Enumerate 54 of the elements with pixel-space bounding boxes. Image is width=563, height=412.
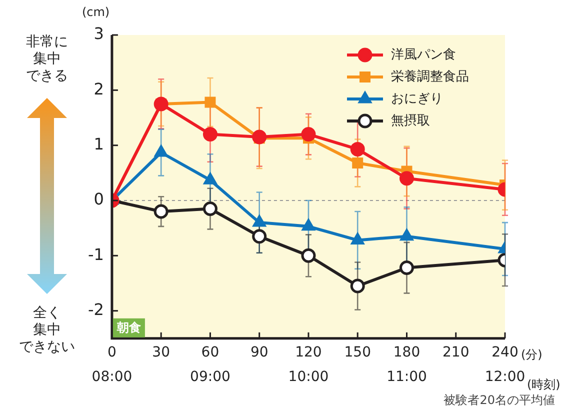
- legend-label: 洋風パン食: [391, 47, 456, 62]
- point: [204, 96, 216, 108]
- legend-label: おにぎり: [391, 91, 443, 106]
- x-tick-label: 210: [442, 344, 470, 360]
- point: [301, 127, 316, 142]
- y-tick-label: 1: [94, 134, 104, 154]
- point: [350, 278, 365, 294]
- x2-axis-title: (時刻): [527, 378, 560, 392]
- point: [252, 130, 267, 144]
- point: [352, 157, 364, 168]
- x-tick-label: 0: [107, 344, 116, 360]
- x2-tick-label: 09:00: [190, 369, 230, 386]
- annotation: 朝食: [116, 320, 141, 335]
- x-tick-label: 240: [492, 344, 518, 360]
- text: 集中: [32, 51, 62, 68]
- x-tick-label: 90: [250, 344, 268, 360]
- point: [399, 171, 414, 186]
- point: [154, 204, 168, 219]
- y-axis-title: (cm): [82, 5, 110, 20]
- x-tick-label: 30: [152, 344, 170, 360]
- x2-tick-label: 12:00: [484, 369, 526, 386]
- y-tick-label: 2: [94, 79, 104, 98]
- point: [399, 260, 414, 276]
- point: [301, 248, 316, 263]
- point: [252, 229, 267, 244]
- point: [202, 202, 218, 216]
- text: できない: [18, 339, 76, 356]
- x-tick-label: 120: [295, 344, 322, 360]
- y-tick-label: -2: [88, 300, 104, 319]
- point: [252, 215, 266, 227]
- point: [202, 127, 218, 142]
- x2-tick-label: 08:00: [92, 369, 132, 386]
- point: [204, 172, 217, 184]
- text: 集中: [32, 322, 62, 339]
- point: [154, 145, 168, 157]
- x-axis-title: (分): [521, 348, 542, 362]
- text: 非常に: [25, 34, 69, 51]
- x-tick-label: 60: [201, 344, 220, 360]
- point: [350, 142, 365, 156]
- x-tick-label: 180: [393, 344, 420, 360]
- y-tick-label: -1: [88, 244, 104, 264]
- y-tick-label: 0: [94, 190, 104, 209]
- legend-label: 無摂取: [391, 113, 430, 128]
- text: できる: [25, 68, 69, 85]
- point: [351, 232, 364, 244]
- x2-tick-label: 10:00: [288, 369, 329, 386]
- point: [302, 219, 315, 231]
- y-tick-label: 3: [94, 24, 104, 44]
- point: [400, 229, 414, 241]
- text: 全く: [33, 305, 61, 321]
- legend-label: 栄養調整食品: [391, 69, 469, 84]
- x-tick-label: 150: [344, 344, 371, 360]
- text: 被験者20名の平均値: [444, 392, 555, 409]
- x2-tick-label: 11:00: [386, 369, 427, 386]
